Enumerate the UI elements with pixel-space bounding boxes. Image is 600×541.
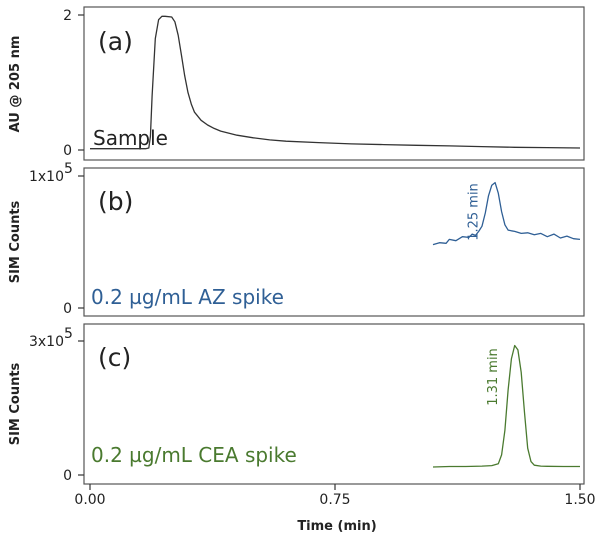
panel-a-caption: Sample (93, 126, 168, 150)
panel-b-tag: (b) (98, 187, 133, 216)
x-axis: 0.00 0.75 1.50 Time (min) (74, 484, 596, 534)
panel-c-ylabel: SIM Counts (8, 362, 23, 445)
x-axis-label: Time (min) (297, 519, 376, 534)
x-tick-label-1: 0.75 (319, 492, 350, 508)
panel-b-ytick-label-top: 1x10 (29, 169, 64, 185)
x-tick-label-2: 1.50 (564, 492, 595, 508)
panel-c-ytick-label-exponent: 5 (64, 326, 73, 342)
panel-a-ytick-label-top: 2 (63, 8, 72, 24)
panel-b-frame (83, 167, 585, 317)
panel-a-frame (83, 6, 585, 161)
panel-b-ytick-label-zero: 0 (63, 301, 72, 317)
panel-a-tag: (a) (98, 27, 133, 56)
panel-b-caption: 0.2 µg/mL AZ spike (91, 285, 284, 309)
panel-c-tag: (c) (98, 343, 131, 372)
panel-a-ylabel: AU @ 205 nm (8, 36, 23, 133)
panel-b-ylabel: SIM Counts (8, 200, 23, 283)
x-tick-label-0: 0.00 (74, 492, 105, 508)
panel-c-ytick-label-zero: 0 (63, 468, 72, 484)
panel-a-ytick-label-zero: 0 (63, 143, 72, 159)
panel-c: (c) 0.2 µg/mL CEA spike SIM Counts 3x10 … (8, 323, 585, 485)
panel-c-ytick-label-top: 3x10 (29, 334, 64, 350)
panel-a-sample-trace (90, 15, 581, 150)
panel-b-ytick-label-exponent: 5 (64, 161, 73, 177)
panel-b: (b) 0.2 µg/mL AZ spike SIM Counts 1x10 5… (8, 161, 585, 317)
panel-b-peak-label: 1.25 min (466, 183, 481, 241)
panel-c-peak-label: 1.31 min (486, 348, 501, 406)
panel-c-cea-trace (432, 344, 580, 468)
panel-c-caption: 0.2 µg/mL CEA spike (91, 443, 297, 467)
panel-a: (a) Sample AU @ 205 nm 2 0 (8, 6, 585, 161)
panel-b-az-trace (432, 181, 581, 246)
